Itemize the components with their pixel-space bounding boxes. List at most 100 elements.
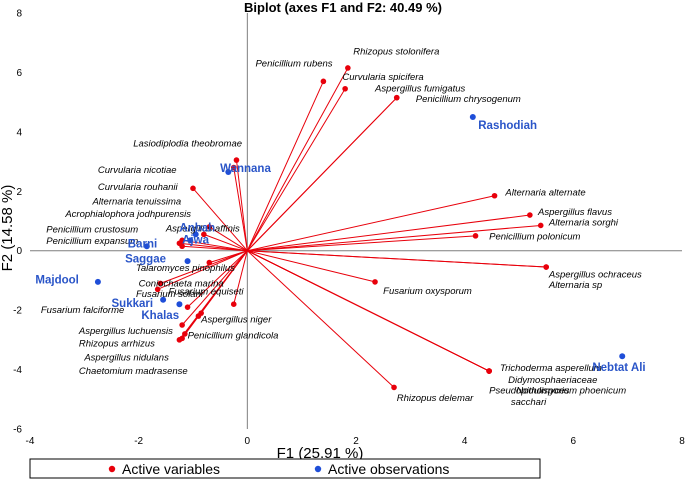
y-tick-label: 0 xyxy=(16,246,22,257)
observation-label-rashodiah: Rashodiah xyxy=(478,120,537,132)
y-tick-label: 8 xyxy=(16,9,22,20)
variable-point-fusarium-equiseti xyxy=(230,301,237,308)
variable-point-alternaria-sp xyxy=(543,264,549,270)
variable-vector-aspergillus-flavus xyxy=(247,214,530,252)
variable-vector-penicillium-glandicola xyxy=(198,250,248,317)
variable-label-penicillium-rubens: Penicillium rubens xyxy=(255,58,332,69)
variable-label-curvularia-rouhanii: Curvularia rouhanii xyxy=(98,182,179,193)
variable-vectors xyxy=(157,67,547,388)
variable-label-chaetomium-madrasense: Chaetomium madrasense xyxy=(79,366,188,377)
variable-vector-acrophialophora-jodhpurensis xyxy=(203,233,248,252)
variable-label-curvularia-spicifera: Curvularia spicifera xyxy=(342,72,423,83)
variable-point-fusarium-oxysporum xyxy=(372,279,378,285)
variable-point-penicillium-chrysogenum xyxy=(393,94,400,101)
variable-point-coniochaeta-marina xyxy=(157,280,164,287)
chart-title: Biplot (axes F1 and F2: 40.49 %) xyxy=(244,0,442,15)
variable-vector-aspergillus-affinis xyxy=(182,239,248,252)
variable-point-aspergillus-luchuensis xyxy=(179,322,185,328)
variable-point-fusarium-solani xyxy=(184,304,191,310)
variable-label-penicillium-expansum: Penicillium expansum xyxy=(46,236,138,247)
variable-label-penicillium-glandicola: Penicillium glandicola xyxy=(188,330,279,341)
observation-label-nebtat-ali: Nebtat Ali xyxy=(592,362,645,374)
variable-label-aspergillus-ochraceus: Aspergillus ochraceus xyxy=(548,269,642,280)
variable-label-lasiodiplodia-theobromae: Lasiodiplodia theobromae xyxy=(133,139,242,150)
variable-vector-penicillium-chrysogenum xyxy=(246,97,398,252)
variable-label-fusarium-solani: Fusarium solani xyxy=(136,289,204,300)
variable-point-alternaria-sorghi xyxy=(537,222,544,229)
variable-label-aspergillus-affinis: Aspergillus affinis xyxy=(165,223,240,234)
variable-vector-penicillium-expansum xyxy=(182,245,248,252)
y-tick-label: -6 xyxy=(13,425,22,436)
y-tick-label: 4 xyxy=(16,127,22,138)
legend-box xyxy=(29,458,541,479)
x-tick-label: -4 xyxy=(26,436,35,447)
variable-vector-curvularia-spicifera xyxy=(246,88,346,251)
variable-point-penicillium-polonicum xyxy=(472,233,479,239)
legend-observations-label: Active observations xyxy=(328,461,449,477)
variable-point-curvularia-nicotiae xyxy=(230,164,237,171)
y-tick-label: 2 xyxy=(16,187,22,198)
variable-point-alternaria-tenuissima xyxy=(206,224,213,230)
variable-vector-rhizopus-stolonifera xyxy=(246,67,349,251)
variable-vector-fusarium-equiseti xyxy=(233,250,248,305)
variable-label-penicillium-polonicum: Penicillium polonicum xyxy=(489,231,580,242)
observation-point-rashodiah xyxy=(469,114,476,120)
variable-label-pseudopithomyces: Pseudopithomyces xyxy=(489,385,570,396)
x-tick-label: 2 xyxy=(353,436,359,447)
variable-label-alternaria-sp: Alternaria sp xyxy=(548,280,602,291)
observation-label-saggae: Saggae xyxy=(125,254,166,266)
variable-label-sacchari: sacchari xyxy=(511,397,547,408)
variable-label-rhizopus-arrhizus: Rhizopus arrhizus xyxy=(79,338,155,349)
legend-variables-label: Active variables xyxy=(122,461,220,477)
variable-label-trichoderma-asperellum: Trichoderma asperellum xyxy=(500,363,602,374)
variable-vector-coniochaeta-marina xyxy=(160,250,248,284)
variable-point-acrophialophora-jodhpurensis xyxy=(201,231,207,238)
variable-label-acrophialophora-jodhpurensis: Acrophialophora jodhpurensis xyxy=(64,209,191,220)
variable-point-lasiodiplodia-theobromae xyxy=(233,157,240,163)
variable-label-penicillium-chrysogenum: Penicillium chrysogenum xyxy=(416,94,521,105)
observation-point-saggae xyxy=(184,258,191,265)
y-axis-label: F2 (14.58 %) xyxy=(0,185,16,272)
variable-point-curvularia-rouhanii xyxy=(190,185,196,192)
observation-point-barni xyxy=(143,243,150,250)
variable-point-talaromyces-pinophilus xyxy=(206,259,213,266)
observation-label-ajwa: Ajwa xyxy=(182,234,209,246)
variable-point-penicillium-expansum xyxy=(179,243,185,250)
axes: -4 -2 0 2 4 6 8 -6 -4 -2 0 2 4 6 8 xyxy=(13,9,685,448)
variable-points xyxy=(154,65,549,391)
variable-label-fusarium-equiseti: Fusarium equiseti xyxy=(169,287,245,298)
variable-label-rhizopus-delemar: Rhizopus delemar xyxy=(397,393,474,404)
variable-label-aspergillus-nidulans: Aspergillus nidulans xyxy=(83,353,169,364)
variable-label-curvularia-nicotiae: Curvularia nicotiae xyxy=(98,165,177,176)
y-tick-label: -2 xyxy=(13,306,22,317)
variable-vector-alternaria-tenuissima xyxy=(209,226,248,252)
observation-label-anbah: Anbah xyxy=(179,222,215,234)
variable-label-alternaria-tenuissima: Alternaria tenuissima xyxy=(91,197,181,208)
variable-vector-alternaria-sorghi xyxy=(247,224,541,252)
variable-label-aspergillus-fumigatus: Aspergillus fumigatus xyxy=(374,84,466,95)
variable-label-alternaria-sorghi: Alternaria sorghi xyxy=(548,217,619,228)
variable-vector-curvularia-nicotiae xyxy=(233,167,248,251)
variable-label-aspergillus-niger: Aspergillus niger xyxy=(200,315,272,326)
variable-point-curvularia-spicifera xyxy=(342,85,348,92)
observation-label-barni: Barni xyxy=(128,239,157,251)
variable-vector-penicillium-rubens xyxy=(246,81,324,251)
variable-vector-aspergillus-luchuensis xyxy=(181,250,248,326)
variable-point-chaetomium-madrasense xyxy=(176,337,183,343)
legend-observations-marker xyxy=(314,465,322,473)
variable-label-didymosphaeriaceae: Didymosphaeriaceae xyxy=(508,375,597,386)
variable-labels: Rhizopus stolonifera Penicillium rubens Cu… xyxy=(41,47,642,409)
y-tick-label: 6 xyxy=(16,68,22,79)
variable-label-talaromyces-pinophilus: Talaromyces pinophilus xyxy=(136,263,235,274)
x-tick-label: -2 xyxy=(134,436,143,447)
observation-point-nebtat-ali xyxy=(619,353,626,360)
variable-vector-fusarium-solani xyxy=(187,250,248,308)
observation-point-anbah xyxy=(192,231,199,238)
observation-points xyxy=(94,114,626,360)
x-tick-label: 4 xyxy=(462,436,468,447)
variable-point-penicillium-glandicola xyxy=(195,313,202,319)
variable-label-aspergillus-flavus: Aspergillus flavus xyxy=(537,207,612,218)
legend: Active variables Active observations xyxy=(29,458,541,479)
